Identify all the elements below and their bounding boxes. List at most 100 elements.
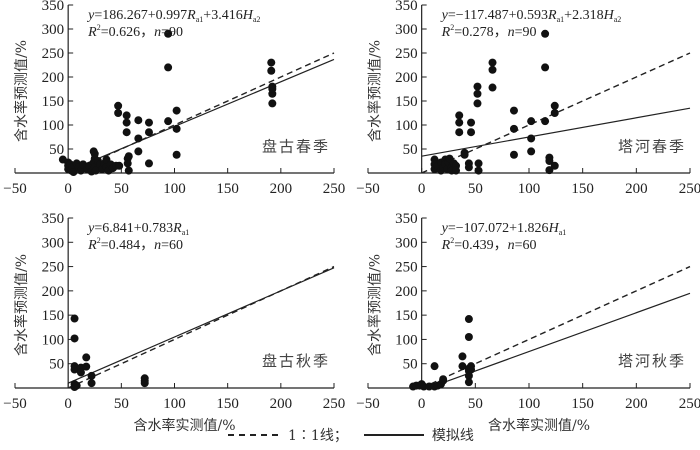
y-axis-label: 含水率预测值/% [367, 254, 384, 356]
data-point [115, 161, 124, 170]
data-point [164, 63, 173, 72]
x-tick-label: 200 [270, 181, 293, 197]
data-point [473, 82, 482, 91]
data-point [134, 116, 143, 125]
legend-fit-label: 模拟线 [431, 428, 474, 444]
n-label: n [154, 238, 161, 253]
y-tick-label: 300 [42, 235, 65, 251]
equation-text: y=6.841+0.783Ra1 [86, 221, 189, 237]
x-tick-label: 50 [114, 181, 129, 197]
stats-text: R2=0.278，n=90 [441, 23, 537, 40]
data-point [87, 371, 96, 380]
x-tick-label: 250 [679, 181, 700, 197]
eq-mid: +2.318 [564, 8, 603, 23]
data-point [473, 89, 482, 98]
y-tick-label: 150 [42, 308, 65, 324]
plot-area [421, 52, 691, 173]
y-tick-label: 200 [42, 284, 65, 300]
one-to-one-line [421, 265, 691, 388]
r2-sup: 2 [450, 236, 454, 245]
eq-body: =−107.072+1.826 [448, 221, 549, 236]
y-tick-label: 300 [395, 235, 418, 251]
y-tick-label: 350 [42, 0, 65, 14]
legend-fit-line [363, 434, 424, 436]
n-label: n [508, 25, 515, 40]
data-point [144, 128, 153, 137]
y-tick-label: 350 [395, 0, 418, 14]
n-value: =90 [161, 25, 183, 40]
data-point [509, 150, 518, 159]
x-tick-label: −50 [3, 181, 26, 197]
data-point [134, 134, 143, 143]
data-point [455, 128, 464, 137]
site-label: 塔河秋季 [618, 352, 686, 370]
data-point [452, 166, 461, 175]
fit-line [68, 267, 335, 384]
data-point [460, 150, 469, 159]
eq-r-sub: a1 [557, 15, 565, 24]
x-tick-label: 0 [418, 396, 426, 412]
data-point [541, 63, 550, 72]
eq-r-sub: a1 [196, 15, 204, 24]
data-point [545, 157, 554, 165]
data-point [467, 365, 476, 374]
site-label: 盘古秋季 [262, 352, 330, 370]
y-tick-label: 250 [395, 46, 418, 62]
eq-r: R [547, 8, 557, 23]
r2-label: R [87, 25, 97, 40]
data-point [124, 166, 133, 175]
data-point [527, 117, 536, 126]
x-tick-label: 250 [679, 396, 700, 412]
data-point [455, 118, 464, 127]
y-tick-label: 50 [49, 357, 64, 373]
data-point [172, 124, 181, 133]
data-point [467, 128, 476, 137]
eq-r: R [186, 8, 196, 23]
x-tick-label: 200 [270, 396, 293, 412]
data-point [464, 163, 473, 172]
r2-value: =0.626， [101, 25, 154, 40]
data-point [124, 152, 133, 161]
x-axis-label: 含水率实测值/% [133, 417, 235, 434]
x-tick-label: −50 [356, 181, 379, 197]
y-tick-label: 250 [42, 260, 65, 276]
y-tick-label: 200 [42, 70, 65, 86]
data-point [439, 375, 448, 384]
data-point [70, 365, 79, 374]
data-point [467, 118, 476, 127]
data-point [509, 124, 518, 133]
data-point [72, 381, 81, 390]
data-point [134, 147, 143, 156]
data-point [550, 161, 559, 170]
x-tick-label: 50 [468, 181, 483, 197]
data-point [70, 334, 79, 343]
r2-sup: 2 [450, 23, 454, 32]
r2-sup: 2 [97, 23, 101, 32]
legend-ref-label: 1∶1线； [288, 428, 348, 444]
data-point [114, 101, 123, 110]
data-point [474, 166, 483, 175]
x-tick-label: 0 [64, 396, 72, 412]
y-tick-label: 100 [42, 118, 65, 134]
data-point [473, 99, 482, 108]
data-point [172, 150, 181, 159]
r2-value: =0.484， [101, 238, 154, 253]
data-point [144, 159, 153, 168]
x-tick-label: 250 [323, 181, 346, 197]
data-point [268, 85, 277, 93]
eq-h: H [603, 8, 615, 23]
data-point [464, 333, 473, 341]
data-point [550, 101, 559, 110]
data-point [69, 168, 78, 177]
data-point [268, 99, 277, 108]
n-value: =60 [161, 238, 183, 253]
x-tick-label: 250 [323, 396, 346, 412]
x-tick-label: −50 [3, 396, 26, 412]
legend-ref-line [228, 434, 278, 436]
data-point [140, 379, 149, 388]
data-point [464, 378, 473, 387]
x-tick-label: 200 [625, 181, 648, 197]
eq-body: =6.841+0.783 [94, 221, 173, 236]
stats-text: R2=0.439，n=60 [441, 236, 537, 253]
eq-body: =−117.487+0.593 [448, 8, 548, 23]
